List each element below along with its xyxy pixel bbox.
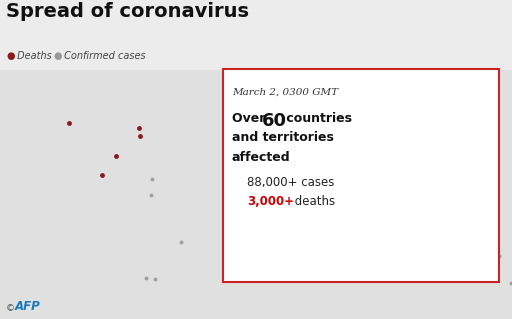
Text: Deaths: Deaths	[14, 51, 52, 61]
Text: affected: affected	[232, 151, 291, 164]
Text: AFP: AFP	[14, 300, 40, 313]
Text: March 2, 0300 GMT: March 2, 0300 GMT	[232, 88, 338, 97]
Text: 60: 60	[262, 112, 287, 130]
Text: ●: ●	[6, 51, 15, 61]
Text: deaths: deaths	[291, 195, 335, 208]
Text: Confirmed cases: Confirmed cases	[61, 51, 146, 61]
Text: ●: ●	[54, 51, 62, 61]
Text: ©: ©	[6, 304, 15, 313]
Text: 3,000+: 3,000+	[247, 195, 294, 208]
Text: 88,000+ cases: 88,000+ cases	[247, 175, 335, 189]
Text: countries: countries	[282, 112, 352, 125]
FancyBboxPatch shape	[358, 110, 451, 181]
Text: Over: Over	[232, 112, 270, 125]
Text: and territories: and territories	[232, 131, 334, 144]
Text: Spread of coronavirus: Spread of coronavirus	[6, 2, 249, 21]
